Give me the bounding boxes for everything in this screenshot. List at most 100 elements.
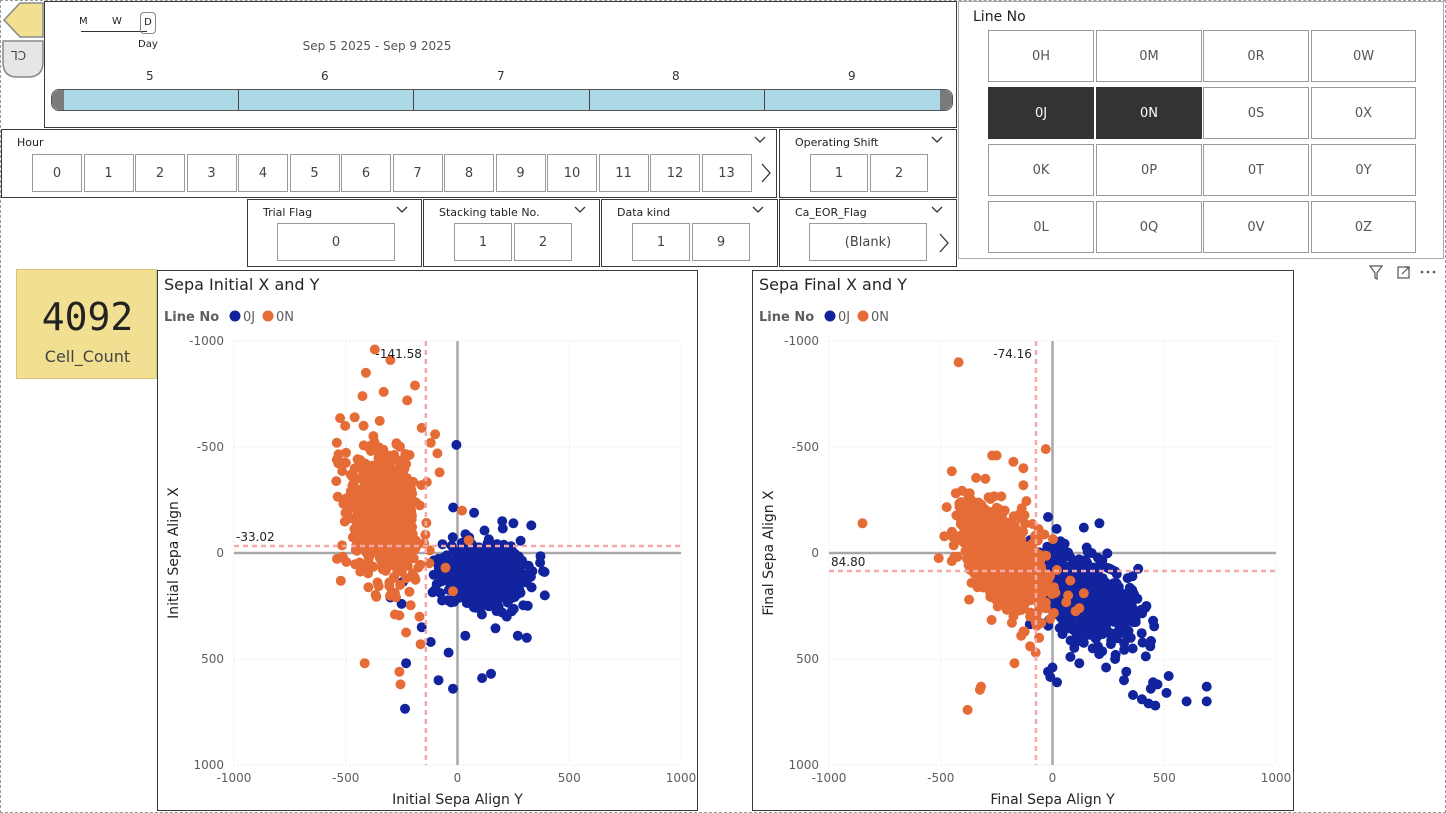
scatter-point-0N[interactable] (369, 344, 380, 355)
scatter-point-0J[interactable] (483, 534, 494, 545)
scatter-point-0J[interactable] (1201, 696, 1212, 707)
scatter-point-0J[interactable] (507, 572, 518, 583)
scatter-point-0J[interactable] (1125, 632, 1136, 643)
scatter-point-0J[interactable] (1094, 649, 1105, 660)
scatter-point-0N[interactable] (955, 497, 966, 508)
scatter-point-0N[interactable] (406, 531, 416, 542)
scatter-point-0N[interactable] (363, 582, 374, 593)
scatter-point-0N[interactable] (339, 516, 350, 527)
scatter-point-0N[interactable] (351, 545, 362, 556)
scatter-point-0N[interactable] (416, 422, 427, 433)
scatter-point-0N[interactable] (1009, 575, 1020, 586)
scatter-point-0N[interactable] (401, 520, 412, 531)
scatter-point-0N[interactable] (359, 658, 370, 669)
scatter-point-0J[interactable] (1150, 700, 1161, 711)
hour-option[interactable]: 13 (701, 154, 752, 192)
scatter-point-0N[interactable] (946, 526, 957, 537)
scatter-point-0J[interactable] (1119, 624, 1130, 635)
scatter-point-0N[interactable] (383, 475, 394, 485)
scatter-point-0N[interactable] (976, 539, 987, 550)
scatter-point-0J[interactable] (1057, 629, 1068, 640)
scatter-point-0J[interactable] (522, 600, 533, 611)
scatter-point-0N[interactable] (425, 437, 436, 448)
scatter-point-0J[interactable] (1141, 601, 1152, 611)
scatter-point-0N[interactable] (958, 504, 969, 515)
scatter-point-0J[interactable] (1128, 690, 1138, 700)
scatter-point-0N[interactable] (434, 467, 445, 478)
scatter-point-0N[interactable] (1078, 588, 1089, 599)
scatter-point-0N[interactable] (939, 531, 950, 542)
more-options-icon[interactable] (1420, 270, 1436, 274)
legend-label[interactable]: 0J (243, 310, 255, 325)
scatter-point-0N[interactable] (391, 592, 401, 603)
line-no-option[interactable]: 0P (1096, 144, 1202, 196)
scatter-point-0J[interactable] (1096, 629, 1107, 640)
line-no-option[interactable]: 0T (1203, 144, 1309, 196)
scatter-point-0N[interactable] (393, 456, 404, 467)
hour-option[interactable]: 11 (598, 154, 649, 192)
line-no-option[interactable]: 0X (1311, 87, 1416, 139)
scatter-point-0N[interactable] (1048, 582, 1059, 593)
scatter-point-0N[interactable] (1025, 611, 1036, 622)
scatter-point-0N[interactable] (976, 681, 986, 692)
scatter-point-0J[interactable] (1094, 518, 1105, 529)
scatter-point-0J[interactable] (1069, 642, 1080, 653)
scatter-point-0N[interactable] (395, 679, 406, 690)
scatter-point-0J[interactable] (1098, 560, 1108, 571)
scatter-point-0N[interactable] (996, 491, 1007, 502)
scatter-point-0J[interactable] (1122, 616, 1133, 627)
scatter-point-0N[interactable] (335, 575, 346, 586)
scatter-point-0N[interactable] (410, 380, 420, 391)
scatter-point-0N[interactable] (955, 515, 966, 526)
scatter-point-0J[interactable] (1092, 552, 1103, 563)
scatter-point-0N[interactable] (359, 477, 370, 488)
scatter-point-0J[interactable] (486, 668, 496, 679)
scatter-point-0J[interactable] (490, 623, 501, 634)
scatter-point-0N[interactable] (390, 479, 401, 490)
scatter-point-0N[interactable] (405, 600, 416, 611)
hour-option[interactable]: 6 (341, 154, 391, 192)
scatter-point-0J[interactable] (448, 502, 459, 513)
scatter-point-0N[interactable] (358, 468, 369, 479)
range-end-handle[interactable] (940, 90, 952, 110)
scatter-point-0N[interactable] (379, 525, 390, 536)
scatter-point-0J[interactable] (497, 523, 508, 534)
chevron-down-icon[interactable] (931, 136, 943, 144)
legend-label[interactable]: 0J (838, 310, 850, 325)
shift-option[interactable]: 2 (870, 154, 928, 192)
scatter-point-0N[interactable] (360, 367, 371, 378)
scatter-point-0N[interactable] (430, 429, 441, 440)
scatter-point-0J[interactable] (475, 546, 486, 557)
line-no-option[interactable]: 0L (988, 201, 1094, 253)
scatter-point-0J[interactable] (401, 658, 412, 669)
scatter-point-0J[interactable] (400, 703, 410, 714)
scatter-point-0N[interactable] (337, 466, 348, 477)
scatter-point-0N[interactable] (331, 437, 342, 448)
scatter-point-0N[interactable] (979, 578, 990, 589)
scatter-point-0J[interactable] (1163, 671, 1174, 681)
hour-option[interactable]: 4 (238, 154, 288, 192)
final-scatter-chart[interactable]: Sepa Final X and Y Line No 0J 0N -1000 -500 0 5… (752, 270, 1294, 811)
scatter-point-0J[interactable] (469, 507, 480, 518)
scatter-point-0J[interactable] (523, 560, 534, 571)
scatter-point-0N[interactable] (941, 502, 952, 513)
scatter-point-0N[interactable] (358, 420, 369, 431)
scatter-point-0N[interactable] (985, 591, 996, 602)
scatter-point-0N[interactable] (1008, 456, 1019, 467)
scatter-point-0J[interactable] (1073, 615, 1084, 626)
scatter-point-0N[interactable] (1003, 547, 1014, 558)
scatter-point-0J[interactable] (451, 560, 462, 571)
scatter-point-0J[interactable] (455, 592, 466, 603)
scatter-point-0N[interactable] (1063, 590, 1074, 601)
hour-option[interactable]: 10 (547, 154, 597, 192)
scatter-point-0J[interactable] (483, 594, 494, 605)
scatter-point-0N[interactable] (1014, 527, 1025, 538)
scatter-point-0N[interactable] (1019, 550, 1030, 561)
scatter-point-0N[interactable] (991, 583, 1002, 594)
hour-option[interactable]: 2 (135, 154, 185, 192)
scatter-point-0J[interactable] (428, 569, 439, 580)
scatter-point-0J[interactable] (493, 601, 504, 612)
line-no-option[interactable]: 0V (1203, 201, 1309, 253)
chevron-down-icon[interactable] (754, 136, 766, 144)
scatter-point-0N[interactable] (384, 577, 395, 588)
